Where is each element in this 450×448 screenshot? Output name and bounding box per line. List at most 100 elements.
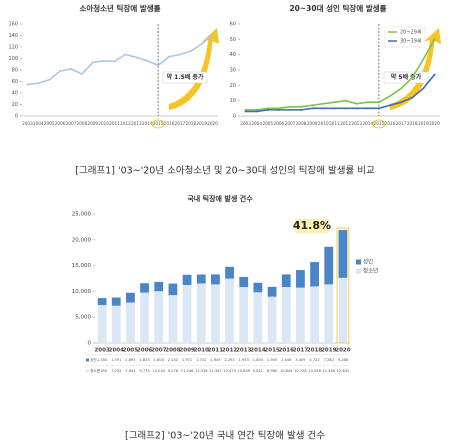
- legend-label: 성인: [363, 258, 373, 266]
- marker: [255, 108, 258, 111]
- table-value: 2,291: [224, 358, 234, 362]
- x-tick-label: 2004: [33, 121, 44, 126]
- legend-label: 20~29세: [400, 29, 422, 36]
- marker: [168, 55, 170, 58]
- table-value: 9,268: [338, 358, 349, 362]
- bar-segment: [182, 284, 192, 343]
- caption: [그래프2] '03~'20년 국내 연간 틱장애 발생 건수: [125, 430, 325, 442]
- x-tick-label: 2018: [307, 348, 322, 354]
- bar-segment: [324, 284, 334, 343]
- x-tick-label: 2008: [165, 348, 180, 354]
- marker: [289, 108, 291, 111]
- x-tick-label: 2003: [94, 348, 109, 354]
- y-tick-label: 5,000: [75, 315, 91, 321]
- y-tick-label: 60: [12, 79, 18, 85]
- marker: [244, 108, 247, 111]
- line: [27, 34, 214, 86]
- bar-segment: [182, 274, 192, 285]
- bar-segment: [296, 270, 305, 288]
- marker: [255, 110, 258, 113]
- chart-title: 국내 틱장애 발생 건수: [187, 194, 253, 203]
- bar-segment: [111, 297, 121, 306]
- y-tick-label: 140: [8, 33, 18, 39]
- marker: [333, 107, 336, 110]
- table-value: 9,821: [253, 369, 263, 373]
- marker: [135, 56, 138, 59]
- bar-segment: [225, 278, 234, 343]
- marker: [322, 107, 325, 110]
- bar-segment: [296, 287, 305, 343]
- x-tick-label: 2014: [142, 121, 153, 126]
- legend-label: 청소년: [363, 267, 378, 275]
- x-tick-label: 2007: [66, 121, 77, 126]
- marker: [344, 99, 347, 102]
- table-row-label: 청소년: [90, 368, 100, 373]
- table-value: 1,854: [253, 358, 264, 362]
- bar-segment: [324, 246, 334, 285]
- y-tick-label: 0: [15, 114, 18, 120]
- table-value: 7,282: [324, 358, 334, 362]
- table-swatch: [86, 358, 89, 362]
- x-tick-label: 2016: [385, 121, 396, 126]
- marker: [377, 107, 380, 110]
- table-value: 8,980: [267, 369, 278, 373]
- bar-segment: [253, 292, 263, 343]
- bar-segment: [239, 276, 249, 288]
- marker: [366, 107, 369, 110]
- x-tick-label: 2018: [185, 121, 196, 126]
- table-value: 10,044: [152, 369, 165, 373]
- marker: [244, 110, 247, 113]
- bar-segment: [225, 266, 234, 279]
- x-tick-label: 2011: [208, 348, 223, 354]
- annotation: 약 5배 증가: [391, 73, 422, 81]
- table-value: 7,350: [97, 369, 108, 373]
- table-value: 1,350: [97, 358, 108, 362]
- marker: [355, 102, 358, 105]
- marker: [70, 67, 72, 70]
- highlight-ring: [372, 119, 386, 129]
- x-tick-label: 2006: [137, 348, 152, 354]
- highlight-ring: [151, 119, 165, 129]
- x-tick-label: 2020: [207, 121, 218, 126]
- x-tick-label: 2017: [396, 121, 407, 126]
- x-tick-label: 2006: [55, 121, 66, 126]
- marker: [37, 82, 40, 85]
- bar-segment: [168, 283, 178, 296]
- x-tick-label: 2008: [77, 121, 88, 126]
- x-tick-label: 2010: [318, 121, 329, 126]
- marker: [211, 33, 214, 36]
- table-value: 1,945: [210, 358, 220, 362]
- arrow: [390, 28, 442, 110]
- marker: [124, 53, 127, 56]
- y-tick-label: 120: [8, 45, 18, 51]
- table-value: 10,849: [237, 369, 250, 373]
- y-tick-label: 40: [12, 91, 18, 97]
- x-tick-label: 2003: [22, 121, 33, 126]
- x-tick-label: 2007: [151, 348, 166, 354]
- marker: [146, 59, 149, 62]
- x-tick-label: 2017: [293, 348, 308, 354]
- bar-segment: [196, 283, 206, 343]
- bar-segment: [97, 305, 107, 343]
- marker: [433, 73, 436, 76]
- marker: [377, 101, 380, 104]
- marker: [344, 107, 347, 110]
- table-value: 11,246: [181, 369, 194, 373]
- x-tick-label: 2017: [175, 121, 186, 126]
- x-tick-label: 2018: [407, 121, 418, 126]
- table-row-label: 성인: [90, 357, 97, 362]
- bar-segment: [140, 283, 149, 293]
- y-tick-label: 15,000: [72, 263, 92, 269]
- x-tick-label: 2005: [262, 121, 273, 126]
- y-tick-label: 30: [230, 68, 236, 74]
- x-tick-label: 2003: [240, 121, 251, 126]
- marker: [422, 87, 425, 90]
- legend-swatch: [356, 268, 361, 274]
- annotation-box: [162, 71, 208, 84]
- marker: [311, 107, 314, 110]
- marker: [433, 38, 436, 41]
- x-tick-label: 2011: [109, 121, 120, 126]
- x-tick-label: 2015: [264, 348, 279, 354]
- table-value: 1,971: [182, 358, 192, 362]
- annotation: 41.8%: [293, 219, 331, 232]
